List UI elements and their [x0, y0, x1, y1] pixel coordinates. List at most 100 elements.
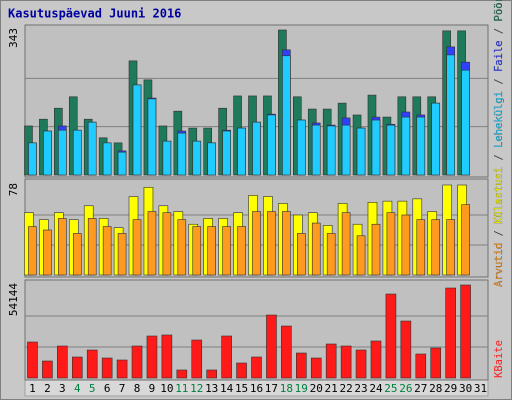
bar — [236, 362, 247, 379]
bar — [252, 211, 261, 276]
x-tick-label: 8 — [134, 382, 141, 395]
bar — [310, 357, 322, 379]
x-tick-label: 20 — [310, 382, 323, 395]
legend-entry: Külastusi — [493, 167, 505, 224]
bar — [282, 55, 291, 176]
bar — [281, 325, 292, 379]
x-tick-label: 9 — [149, 382, 156, 395]
bar — [207, 226, 216, 276]
bar — [206, 369, 217, 379]
bar — [28, 142, 37, 176]
bar — [311, 222, 321, 276]
x-tick-label: 30 — [459, 382, 472, 395]
bar — [446, 54, 455, 176]
x-tick-label: 1 — [29, 382, 36, 395]
bar — [296, 352, 307, 379]
bar — [340, 345, 352, 379]
bar — [146, 335, 158, 379]
bar — [162, 212, 172, 276]
bar — [191, 339, 203, 379]
x-tick-label: 25 — [384, 382, 397, 395]
bar — [86, 349, 98, 379]
bar — [252, 121, 261, 176]
bar — [325, 343, 337, 379]
bar — [177, 132, 187, 176]
bar — [385, 293, 397, 379]
bar — [401, 214, 411, 276]
legend-separator: / — [493, 148, 505, 167]
x-tick-label: 31 — [474, 382, 487, 395]
bar — [371, 223, 381, 276]
x-tick-label: 19 — [295, 382, 308, 395]
bar — [147, 98, 157, 176]
bar — [222, 226, 231, 276]
x-tick-label: 22 — [339, 382, 352, 395]
x-tick-label: 13 — [205, 382, 218, 395]
bar — [341, 124, 351, 176]
bar — [237, 127, 246, 176]
bar — [430, 347, 442, 379]
bar — [162, 140, 172, 176]
bar — [221, 335, 232, 379]
bar — [71, 356, 83, 379]
x-tick-label: 3 — [59, 382, 66, 395]
bar — [237, 226, 246, 276]
bar — [461, 69, 470, 176]
bar — [57, 345, 68, 379]
x-tick-label: 10 — [160, 382, 173, 395]
legend-separator: / — [493, 224, 505, 243]
bar — [131, 345, 143, 379]
bar — [116, 359, 128, 379]
bar — [356, 127, 366, 176]
bar — [386, 212, 396, 276]
x-tick-label: 12 — [190, 382, 203, 395]
y-tick-label: 343 — [7, 28, 20, 48]
bar — [416, 219, 426, 276]
bar — [117, 233, 127, 276]
bar — [355, 349, 367, 379]
bar — [370, 340, 382, 379]
y-tick-label: 78 — [7, 183, 20, 196]
x-tick-label: 27 — [414, 382, 427, 395]
x-tick-label: 15 — [235, 382, 248, 395]
bar — [341, 212, 351, 276]
x-tick-label: 6 — [104, 382, 111, 395]
bar — [371, 119, 381, 176]
bar — [72, 233, 82, 276]
x-tick-label: 18 — [280, 382, 293, 395]
bar — [297, 233, 306, 276]
bar — [326, 125, 336, 176]
y-tick-label: 54144 — [7, 283, 20, 316]
bar — [176, 369, 188, 379]
bar — [192, 226, 202, 276]
x-tick-label: 16 — [250, 382, 263, 395]
bar — [102, 142, 112, 176]
x-tick-label: 14 — [220, 382, 234, 395]
legend: Arvutid / Külastusi / Lehekülgi / Faile … — [493, 0, 505, 287]
bar — [27, 341, 38, 379]
x-tick-label: 17 — [265, 382, 278, 395]
bar — [282, 211, 291, 276]
x-tick-label: 21 — [325, 382, 338, 395]
legend-separator: / — [493, 21, 505, 40]
bar — [101, 357, 113, 379]
legend-separator: / — [493, 72, 505, 91]
legend-entry: KBaite — [493, 340, 505, 378]
bar — [132, 219, 142, 276]
bar — [400, 320, 412, 379]
bar — [222, 130, 231, 176]
bar — [297, 119, 306, 176]
bar — [43, 130, 52, 176]
bar — [43, 229, 52, 276]
x-tick-label: 26 — [399, 382, 412, 395]
bar — [87, 121, 97, 176]
bar — [87, 218, 97, 276]
bar — [58, 218, 67, 276]
bar — [460, 284, 471, 379]
x-tick-label: 4 — [74, 382, 81, 395]
bar — [207, 142, 216, 176]
bar — [461, 204, 470, 276]
legend-entry: Pöördumisi — [493, 0, 505, 21]
chart-title: Kasutuspäevad Juuni 2016 — [8, 7, 181, 21]
